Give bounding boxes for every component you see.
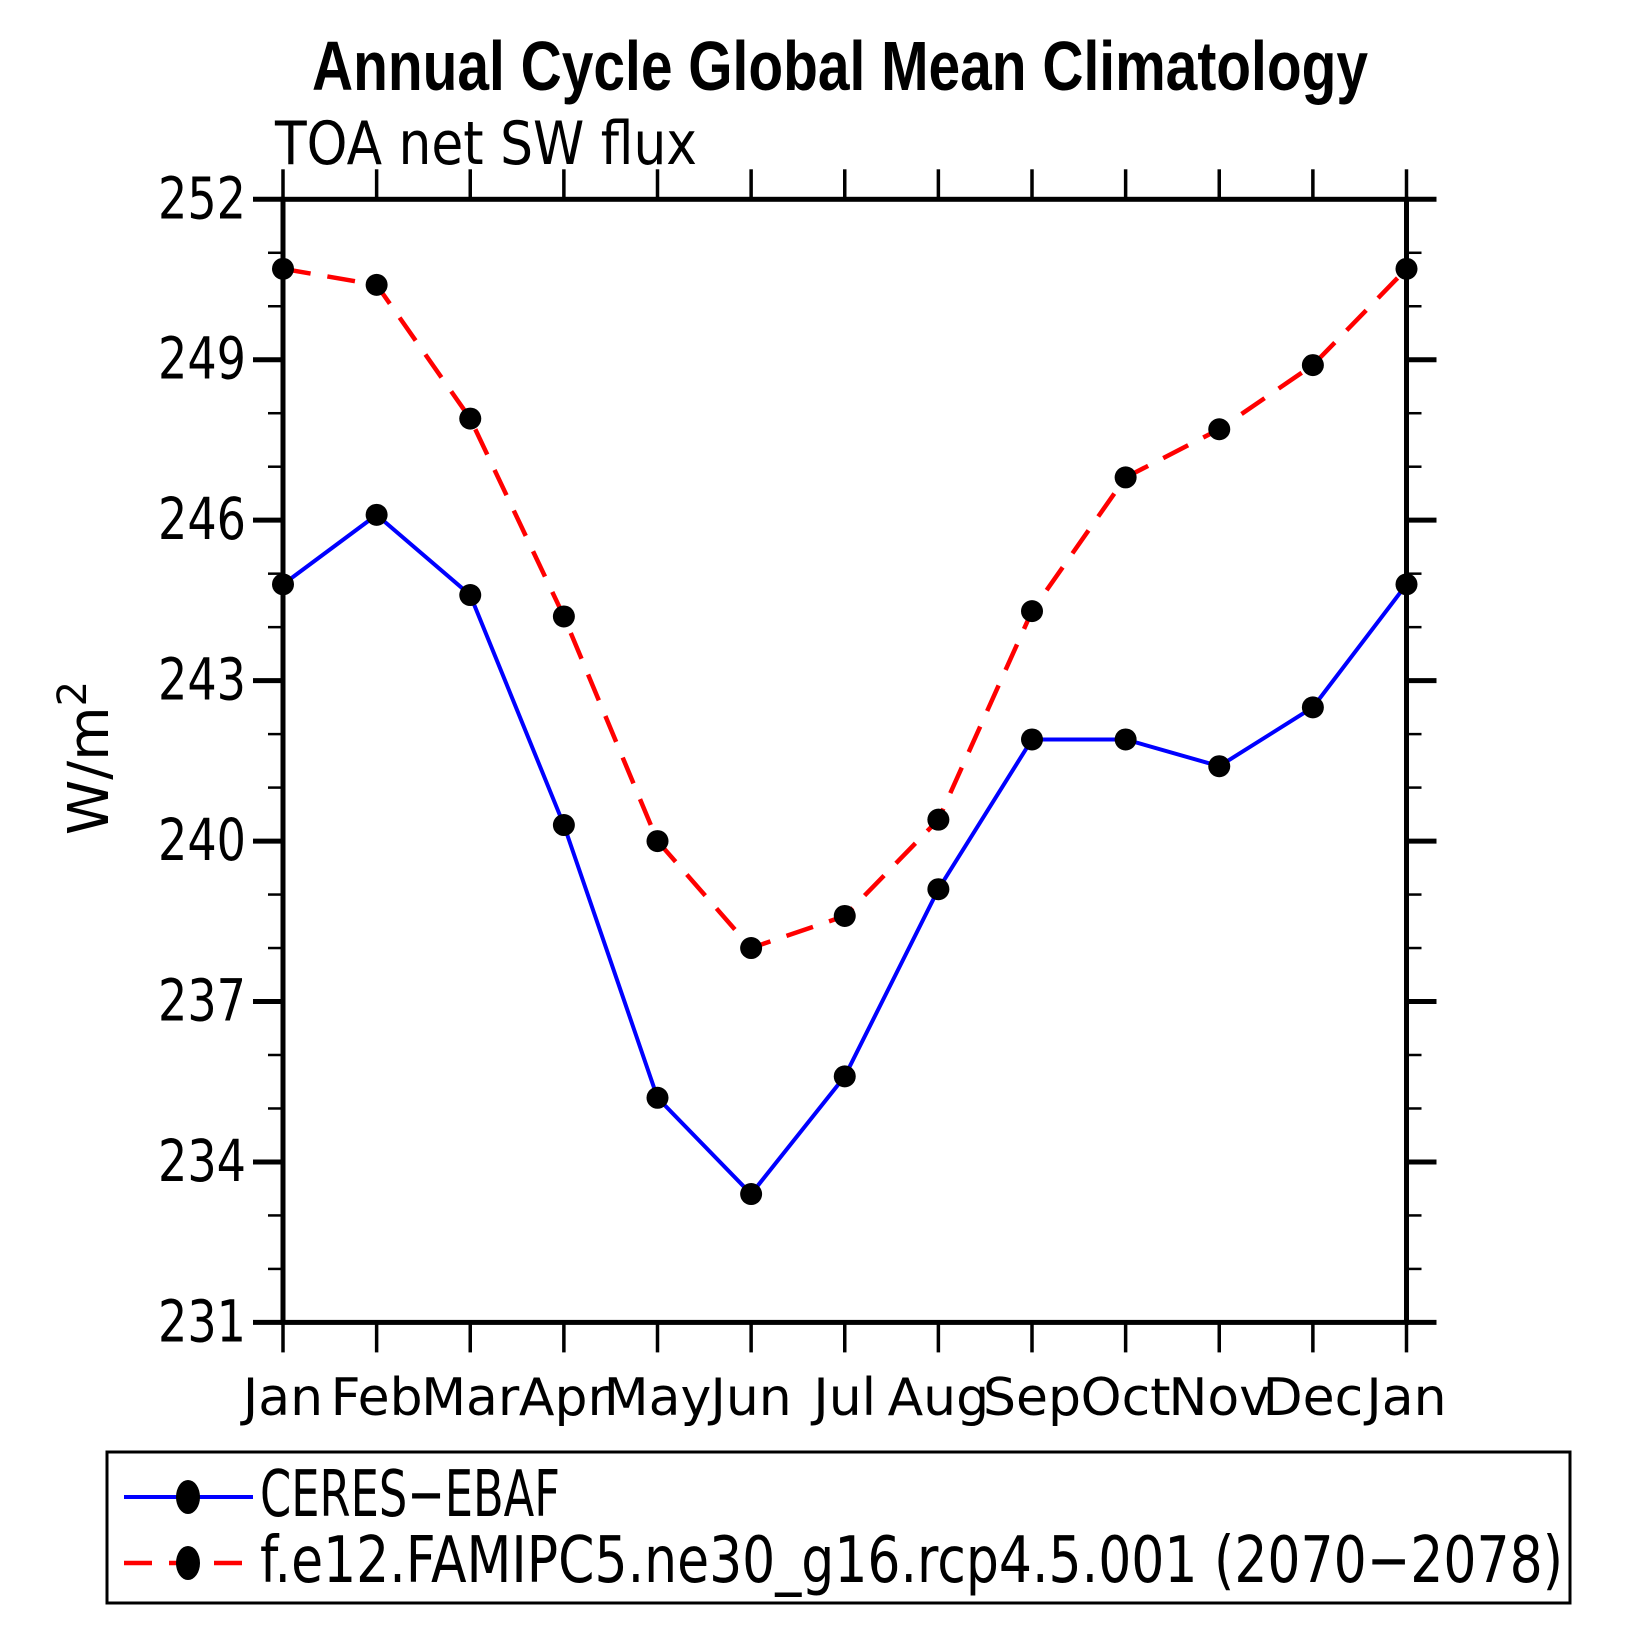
chart-title: Annual Cycle Global Mean Climatology — [312, 27, 1368, 105]
data-point-marker — [1395, 257, 1418, 280]
y-tick-label: 249 — [158, 325, 246, 393]
x-tick-label: Apr — [519, 1368, 610, 1428]
x-tick-label: Jan — [240, 1368, 323, 1428]
legend-label-model: f.e12.FAMIPC5.ne30_g16.rcp4.5.001 (2070−… — [260, 1524, 1563, 1598]
data-point-marker — [1208, 418, 1231, 441]
data-point-marker — [1208, 755, 1231, 778]
data-point-marker — [272, 257, 294, 280]
chart-subtitle: TOA net SW flux — [274, 109, 697, 179]
data-point-marker — [1021, 600, 1043, 623]
x-tick-label: May — [604, 1368, 712, 1428]
legend: CERES−EBAF f.e12.FAMIPC5.ne30_g16.rcp4.5… — [105, 1450, 1572, 1605]
data-point-marker — [833, 904, 856, 927]
legend-box — [105, 1450, 1572, 1605]
x-tick-label: Nov — [1169, 1368, 1271, 1428]
x-tick-label: Jan — [1363, 1368, 1446, 1428]
data-point-marker — [459, 407, 482, 430]
x-tick-label: Jun — [708, 1368, 792, 1428]
y-tick-label: 231 — [158, 1287, 246, 1355]
data-point-marker — [1301, 696, 1324, 719]
data-point-marker — [365, 503, 388, 526]
x-tick-label: Sep — [983, 1368, 1081, 1428]
data-point-marker — [927, 878, 950, 901]
y-tick-label: 240 — [158, 806, 246, 874]
y-tick-label: 237 — [158, 967, 246, 1035]
data-point-marker — [552, 605, 575, 628]
data-point-marker — [1395, 573, 1418, 596]
legend-marker-ceres — [176, 1480, 200, 1514]
x-tick-label: Feb — [331, 1368, 423, 1428]
data-point-marker — [646, 1086, 669, 1109]
plot-frame — [280, 196, 1409, 1325]
data-point-marker — [1114, 466, 1137, 489]
y-tick-label: 252 — [158, 164, 246, 232]
data-point-marker — [1301, 354, 1324, 377]
data-point-marker — [740, 937, 763, 960]
x-tick-label: Jul — [810, 1368, 876, 1428]
data-point-marker — [272, 573, 294, 596]
data-point-marker — [740, 1183, 763, 1206]
y-tick-label: 234 — [158, 1127, 246, 1195]
data-point-marker — [833, 1065, 856, 1088]
series-line-0 — [281, 512, 1409, 1198]
x-tick-label: Dec — [1263, 1368, 1364, 1428]
x-tick-label: Oct — [1081, 1368, 1171, 1428]
data-point-marker — [1114, 728, 1137, 751]
data-point-marker — [1021, 728, 1043, 751]
data-point-marker — [459, 584, 482, 607]
data-point-marker — [365, 273, 388, 296]
data-point-marker — [927, 808, 950, 831]
y-tick-label: 246 — [158, 485, 246, 553]
x-tick-label: Aug — [888, 1368, 990, 1428]
legend-marker-model — [176, 1546, 200, 1580]
legend-label-ceres: CERES−EBAF — [260, 1458, 560, 1532]
data-point-marker — [552, 814, 575, 837]
y-axis-label: W/m2 — [50, 681, 122, 835]
series-line-1 — [282, 266, 1409, 951]
data-point-marker — [646, 830, 669, 853]
x-tick-label: Mar — [421, 1368, 520, 1428]
y-tick-label: 243 — [158, 646, 246, 714]
